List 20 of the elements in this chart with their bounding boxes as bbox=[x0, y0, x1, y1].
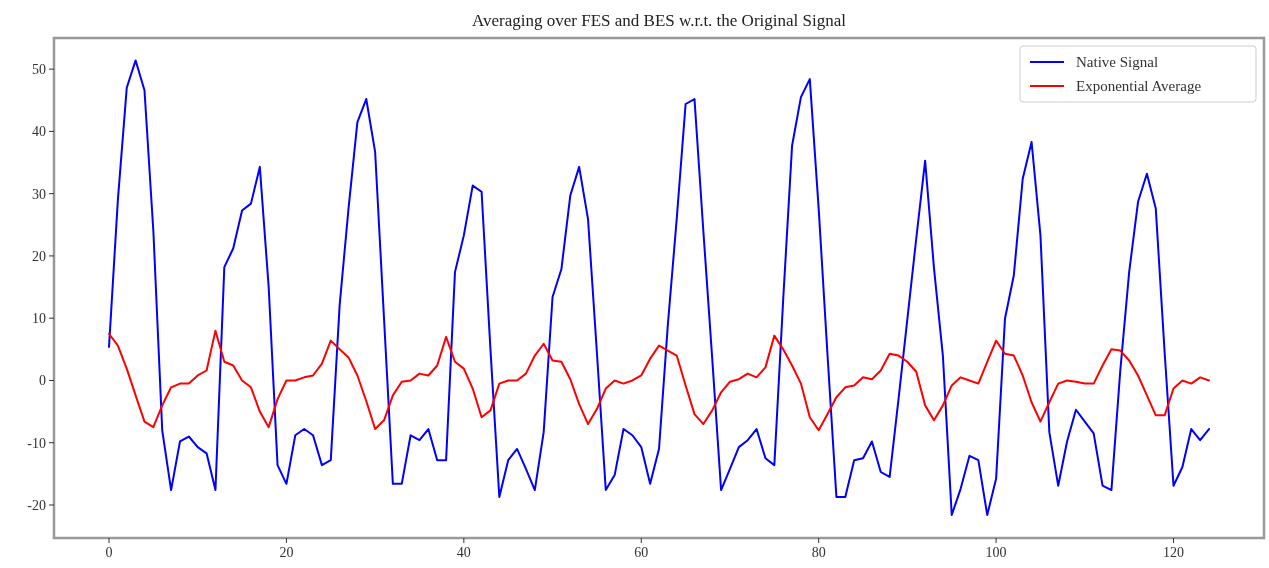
line-series bbox=[108, 59, 1210, 516]
x-tick-label: 60 bbox=[634, 545, 649, 560]
x-tick-label: 40 bbox=[456, 545, 471, 560]
y-tick-label: 50 bbox=[32, 62, 46, 78]
x-tick-label: 20 bbox=[279, 545, 294, 560]
y-tick-label: 40 bbox=[32, 124, 46, 140]
line-series bbox=[108, 329, 1210, 432]
y-tick-label: -10 bbox=[27, 435, 46, 451]
x-tick-label: 100 bbox=[985, 545, 1007, 560]
y-tick-label: 30 bbox=[32, 186, 46, 202]
x-tick-label: 120 bbox=[1163, 545, 1185, 560]
legend-label: Exponential Average bbox=[1076, 78, 1202, 94]
y-tick-label: -20 bbox=[27, 498, 46, 513]
x-tick-label: 80 bbox=[811, 545, 826, 560]
y-tick-label: 0 bbox=[39, 373, 46, 389]
y-tick-label: 10 bbox=[32, 311, 46, 327]
y-tick-label: 20 bbox=[32, 248, 46, 264]
x-tick-label: 0 bbox=[105, 545, 113, 560]
legend-label: Native Signal bbox=[1076, 54, 1159, 70]
chart-title: Averaging over FES and BES w.r.t. the Original Signal bbox=[472, 11, 847, 30]
